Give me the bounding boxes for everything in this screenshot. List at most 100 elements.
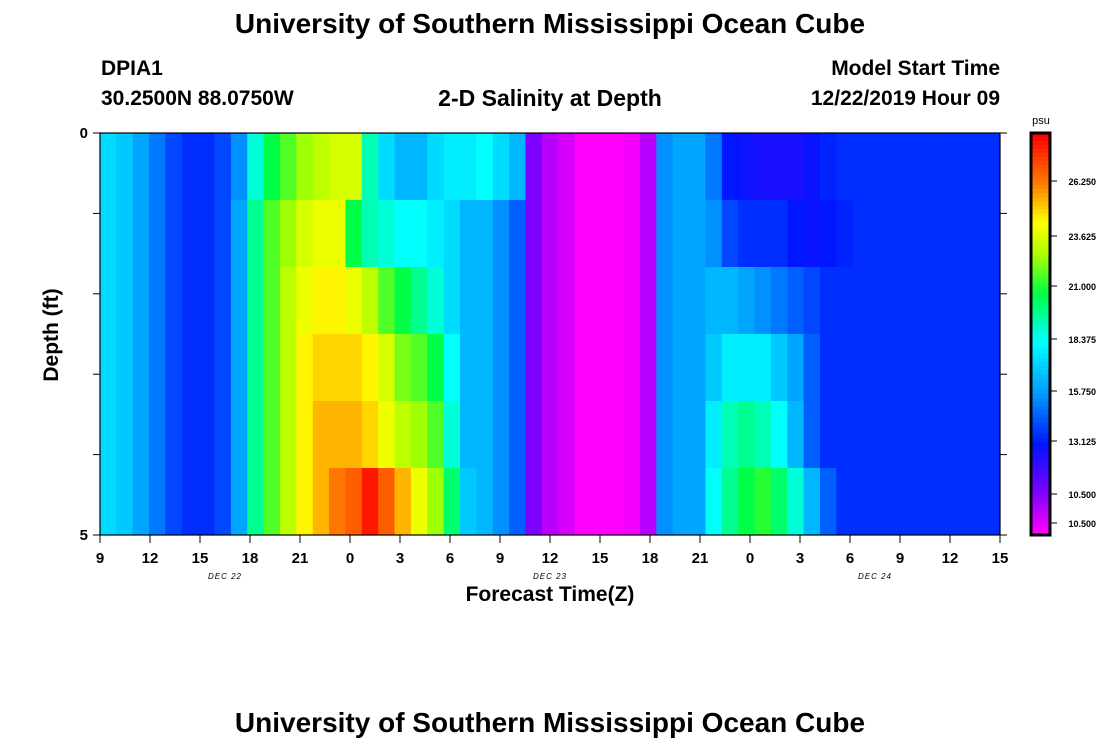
heatmap-cell [574, 401, 592, 469]
heatmap-cell [672, 468, 690, 536]
heatmap-cell [296, 267, 314, 335]
heatmap-cell [558, 468, 575, 536]
heatmap-cell [116, 200, 134, 268]
heatmap-cell [983, 334, 1001, 402]
heatmap-cell [950, 468, 968, 536]
colorbar-gradient-step [1031, 149, 1050, 154]
colorbar-gradient-step [1031, 217, 1050, 222]
heatmap-cell [329, 468, 346, 536]
heatmap-cell [656, 401, 674, 469]
heatmap-cell [656, 200, 674, 268]
heatmap-cell [165, 401, 183, 469]
heatmap-cell [198, 267, 215, 335]
heatmap-cell [836, 133, 854, 201]
heatmap-cell [836, 200, 854, 268]
heatmap-cell [754, 133, 772, 201]
heatmap-cell [230, 401, 248, 469]
heatmap-cell [640, 401, 657, 469]
colorbar-gradient-step [1031, 354, 1050, 359]
colorbar-gradient-step [1031, 249, 1050, 254]
heatmap-cell [230, 468, 248, 536]
heatmap-cell [476, 267, 494, 335]
heatmap-cell [901, 468, 919, 536]
heatmap-cell [247, 468, 264, 536]
heatmap-cell [476, 401, 494, 469]
heatmap-cell [427, 334, 444, 402]
heatmap-cell [394, 401, 412, 469]
heatmap-cell [312, 468, 330, 536]
heatmap-cell [476, 200, 494, 268]
heatmap-cell [607, 200, 624, 268]
heatmap-cell [770, 334, 788, 402]
x-tick-label: 12 [942, 550, 959, 567]
heatmap-cell [378, 334, 395, 402]
heatmap-cell [525, 133, 543, 201]
heatmap-cell [443, 133, 461, 201]
heatmap-cell [427, 267, 444, 335]
heatmap-cell [983, 133, 1001, 201]
heatmap-cell [280, 468, 297, 536]
colorbar-gradient-step [1031, 506, 1050, 512]
heatmap-cell [901, 334, 919, 402]
heatmap-cell [296, 200, 314, 268]
x-tick-label: 9 [96, 550, 104, 567]
heatmap-cell [427, 200, 444, 268]
colorbar-gradient-step [1031, 498, 1050, 504]
heatmap-cell [329, 334, 346, 402]
heatmap-cell [165, 200, 183, 268]
heatmap-cell [181, 267, 199, 335]
heatmap-cell [132, 133, 150, 201]
colorbar-gradient-step [1031, 530, 1050, 536]
heatmap-cell [100, 267, 117, 335]
heatmap-cell [950, 133, 968, 201]
heatmap-cell [934, 334, 952, 402]
heatmap-cell [558, 334, 575, 402]
heatmap-cell [312, 267, 330, 335]
heatmap-cell [410, 334, 428, 402]
heatmap-cell [410, 267, 428, 335]
colorbar-gradient-step [1031, 309, 1050, 315]
colorbar-gradient-step [1031, 426, 1050, 431]
heatmap-cell [214, 133, 232, 201]
heatmap-cell [296, 401, 314, 469]
heatmap-cell [329, 401, 346, 469]
heatmap-cell [852, 401, 870, 469]
heatmap-cell [492, 334, 510, 402]
heatmap-cell [181, 401, 199, 469]
heatmap-cell [901, 267, 919, 335]
colorbar-gradient-step [1031, 201, 1050, 206]
colorbar-gradient-step [1031, 450, 1050, 455]
heatmap-cell [754, 401, 772, 469]
heatmap-cell [705, 401, 723, 469]
heatmap-cell [394, 334, 412, 402]
heatmap-cell [967, 468, 984, 536]
heatmap-cell [230, 133, 248, 201]
heatmap-cell [901, 401, 919, 469]
x-tick-label: 3 [396, 550, 404, 567]
heatmap-cell [509, 334, 526, 402]
heatmap-cell [165, 133, 183, 201]
heatmap-cell [100, 468, 117, 536]
heatmap-cell [705, 334, 723, 402]
heatmap-cell [541, 267, 559, 335]
heatmap-cell [263, 401, 281, 469]
heatmap-cell [820, 200, 837, 268]
heatmap-cell [329, 267, 346, 335]
heatmap-cell [460, 468, 477, 536]
heatmap-cell [950, 334, 968, 402]
heatmap-cell [263, 468, 281, 536]
colorbar-gradient-step [1031, 414, 1050, 419]
heatmap-cell [656, 133, 674, 201]
heatmap-cell [934, 468, 952, 536]
heatmap-cell [460, 334, 477, 402]
heatmap-cell [885, 133, 903, 201]
heatmap-cell [705, 267, 723, 335]
heatmap-cell [214, 334, 232, 402]
heatmap-cell [820, 334, 837, 402]
heatmap-cell [525, 468, 543, 536]
heatmap-cell [509, 401, 526, 469]
heatmap-cell [787, 267, 804, 335]
heatmap-cell [950, 267, 968, 335]
plot-title: 2-D Salinity at Depth [438, 85, 662, 111]
colorbar-gradient-step [1031, 141, 1050, 146]
